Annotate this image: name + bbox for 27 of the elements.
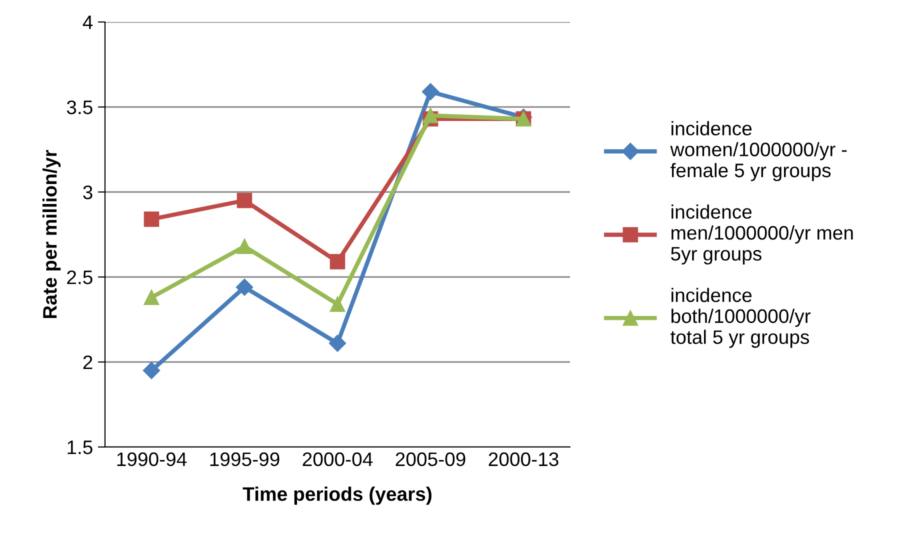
y-tick-label: 4 [82, 16, 93, 30]
x-tick-label: 2000-13 [488, 452, 558, 466]
point [330, 296, 346, 312]
point [236, 238, 252, 254]
x-tick-label: 1990-94 [117, 452, 187, 466]
point [142, 362, 160, 380]
point [144, 212, 160, 227]
y-tick-label: 2.5 [67, 270, 92, 284]
point [330, 254, 346, 270]
point [236, 192, 252, 208]
legend-label: incidence both/1000000/yr total 5 yr groups [670, 288, 810, 348]
y-tick-label: 1.5 [68, 440, 92, 454]
legend-label: incidence men/1000000/yr men 5yr groups [671, 204, 853, 265]
legend-label: incidence women/1000000/yr - female 5 yr groups [670, 121, 847, 182]
x-axis-title: Time periods (years) [242, 486, 432, 505]
point [422, 83, 440, 100]
point [144, 290, 160, 306]
point [422, 108, 438, 124]
x-tick-label: 1995-99 [210, 452, 280, 466]
y-tick-label: 2 [83, 355, 92, 370]
y-tick-label: 3.5 [66, 100, 92, 114]
y-tick-label: 3 [83, 185, 92, 200]
x-tick-label: 2005-09 [396, 452, 466, 466]
x-tick-label: 2000-04 [302, 452, 373, 466]
point [328, 334, 346, 352]
y-axis-title: Rate per million/yr [42, 150, 61, 318]
point [236, 278, 254, 296]
